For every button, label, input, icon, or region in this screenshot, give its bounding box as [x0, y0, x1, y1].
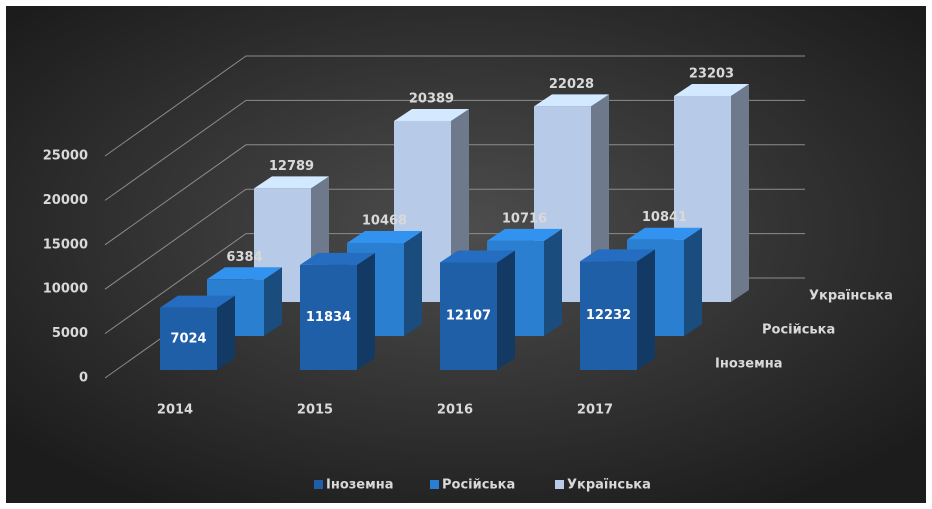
grid-line	[104, 233, 805, 335]
y-tick-label: 10000	[43, 282, 88, 297]
bar-side	[684, 227, 702, 336]
data-label: 12789	[269, 159, 314, 174]
bar-side	[264, 267, 282, 336]
legend-label: Українська	[567, 478, 651, 493]
grid-line	[104, 55, 805, 157]
data-label: 10468	[362, 214, 407, 229]
bar	[580, 261, 637, 370]
bar-side	[497, 250, 515, 370]
y-tick-label: 5000	[52, 326, 88, 341]
series-axis-label: Українська	[809, 289, 893, 304]
legend-swatch	[314, 480, 323, 489]
data-label: 20389	[409, 91, 454, 106]
bar-top	[254, 176, 329, 189]
data-label: 11834	[306, 310, 351, 325]
bar-side	[217, 295, 235, 370]
x-tick-label: 2017	[577, 403, 613, 418]
legend-swatch	[430, 480, 439, 489]
bar-top	[300, 252, 375, 265]
data-label: 10841	[642, 210, 687, 225]
bar-top	[487, 228, 562, 241]
legend-label: Іноземна	[326, 478, 394, 493]
bar-top	[674, 83, 749, 96]
bar-top	[207, 267, 282, 280]
bar-side	[357, 252, 375, 370]
y-tick-label: 0	[79, 371, 88, 386]
bar-side	[544, 228, 562, 336]
bar-side	[731, 83, 749, 302]
grid-line	[104, 188, 805, 290]
bar-top	[580, 249, 655, 262]
bar-side	[404, 231, 422, 336]
bar-top	[627, 227, 702, 240]
data-label: 7024	[170, 331, 206, 346]
data-label: 12232	[586, 308, 631, 323]
x-tick-label: 2016	[437, 403, 473, 418]
grid-line	[104, 144, 805, 246]
bar-top	[534, 94, 609, 107]
data-label: 23203	[689, 66, 734, 81]
x-tick-label: 2014	[157, 403, 193, 418]
bar-top	[160, 295, 235, 308]
bar	[440, 262, 497, 370]
y-tick-label: 25000	[43, 149, 88, 164]
series-axis-label: Іноземна	[715, 357, 783, 372]
data-label: 10716	[502, 211, 547, 226]
series-axis-label: Російська	[762, 323, 835, 338]
y-tick-label: 20000	[43, 193, 88, 208]
legend-label: Російська	[442, 478, 515, 493]
bar-top	[440, 250, 515, 263]
grid-line	[104, 99, 805, 201]
bar-side	[637, 249, 655, 370]
bar-top	[347, 231, 422, 244]
bar-top	[394, 108, 469, 121]
y-tick-label: 15000	[43, 237, 88, 252]
data-label: 22028	[549, 77, 594, 92]
bar	[300, 264, 357, 370]
data-label: 6384	[226, 250, 262, 265]
data-label: 12107	[446, 309, 491, 324]
x-tick-label: 2015	[297, 403, 333, 418]
bar	[160, 307, 217, 370]
legend-swatch	[555, 480, 564, 489]
